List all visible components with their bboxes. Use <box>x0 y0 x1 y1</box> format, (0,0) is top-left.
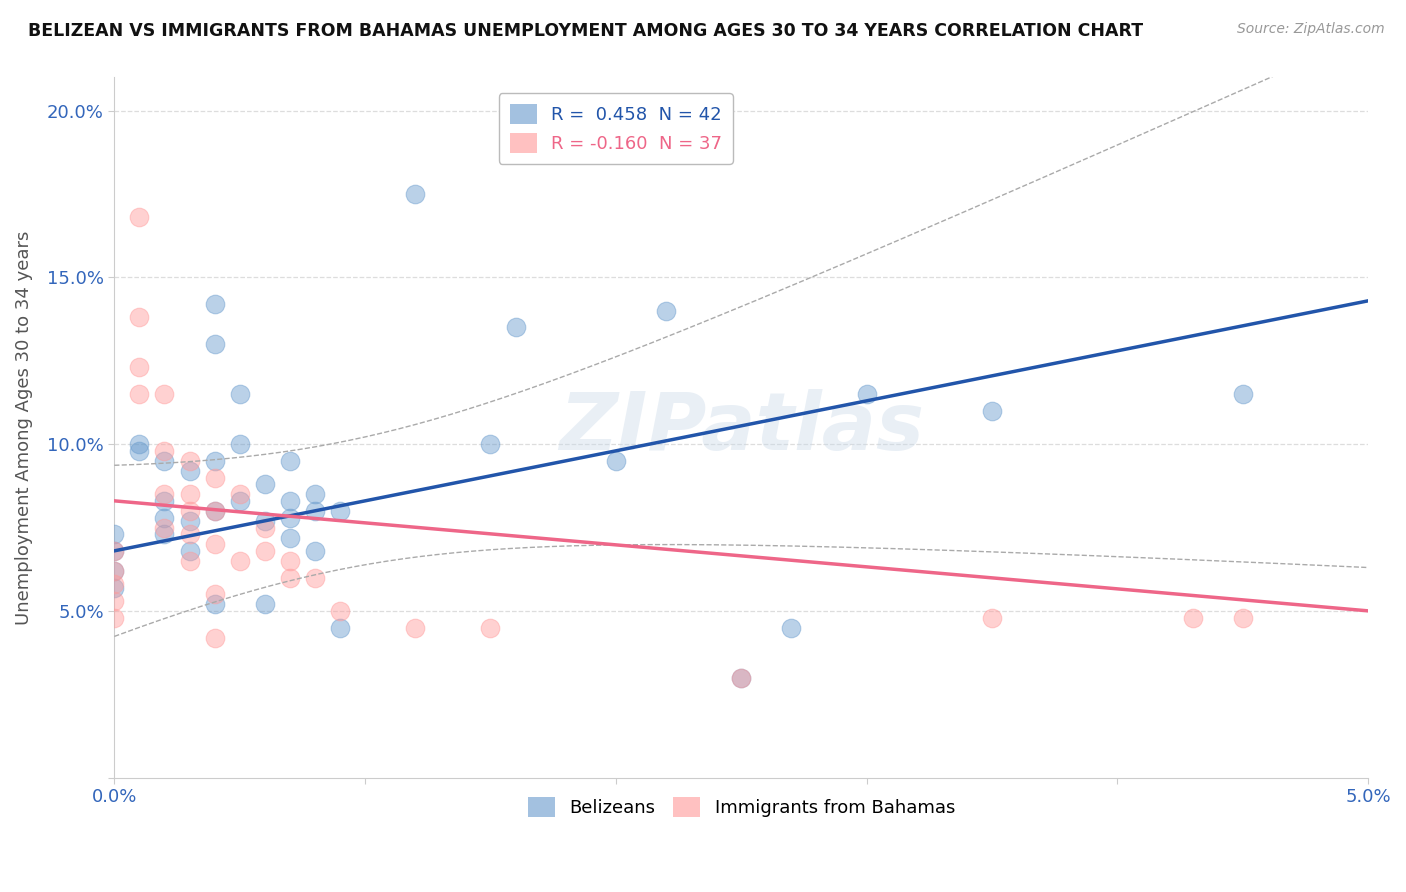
Point <box>228 437 250 451</box>
Point <box>153 443 176 458</box>
Point <box>981 610 1004 624</box>
Point <box>228 487 250 501</box>
Point <box>179 504 201 518</box>
Point <box>505 320 527 334</box>
Point <box>179 454 201 468</box>
Text: BELIZEAN VS IMMIGRANTS FROM BAHAMAS UNEMPLOYMENT AMONG AGES 30 TO 34 YEARS CORRE: BELIZEAN VS IMMIGRANTS FROM BAHAMAS UNEM… <box>28 22 1143 40</box>
Point <box>179 554 201 568</box>
Point <box>204 631 226 645</box>
Point <box>204 470 226 484</box>
Point <box>730 671 752 685</box>
Point <box>228 493 250 508</box>
Point <box>204 587 226 601</box>
Point <box>278 510 301 524</box>
Point <box>304 544 326 558</box>
Point <box>153 487 176 501</box>
Point <box>304 570 326 584</box>
Point <box>103 544 125 558</box>
Point <box>855 387 877 401</box>
Point <box>204 537 226 551</box>
Point <box>278 531 301 545</box>
Point <box>204 597 226 611</box>
Point <box>981 404 1004 418</box>
Point <box>1232 387 1254 401</box>
Point <box>253 520 276 534</box>
Point <box>278 454 301 468</box>
Point <box>179 527 201 541</box>
Point <box>479 621 502 635</box>
Point <box>1232 610 1254 624</box>
Text: ZIPatlas: ZIPatlas <box>558 389 924 467</box>
Point <box>103 564 125 578</box>
Point <box>103 581 125 595</box>
Point <box>153 527 176 541</box>
Point <box>179 514 201 528</box>
Point <box>179 487 201 501</box>
Point <box>655 303 678 318</box>
Point <box>404 621 426 635</box>
Point <box>128 443 150 458</box>
Point <box>204 504 226 518</box>
Point <box>128 387 150 401</box>
Point <box>153 454 176 468</box>
Point <box>128 310 150 325</box>
Point <box>204 454 226 468</box>
Point <box>329 604 352 618</box>
Point <box>103 577 125 591</box>
Point <box>253 597 276 611</box>
Point <box>329 504 352 518</box>
Point <box>179 544 201 558</box>
Point <box>404 187 426 202</box>
Point <box>103 527 125 541</box>
Point <box>103 564 125 578</box>
Point <box>204 297 226 311</box>
Y-axis label: Unemployment Among Ages 30 to 34 years: Unemployment Among Ages 30 to 34 years <box>15 230 32 624</box>
Point <box>204 504 226 518</box>
Point <box>253 514 276 528</box>
Point <box>605 454 627 468</box>
Point <box>1181 610 1204 624</box>
Point <box>128 437 150 451</box>
Point <box>278 554 301 568</box>
Text: Source: ZipAtlas.com: Source: ZipAtlas.com <box>1237 22 1385 37</box>
Point <box>329 621 352 635</box>
Point <box>228 554 250 568</box>
Point <box>278 570 301 584</box>
Point <box>179 464 201 478</box>
Point <box>204 337 226 351</box>
Legend: Belizeans, Immigrants from Bahamas: Belizeans, Immigrants from Bahamas <box>520 790 962 824</box>
Point <box>153 520 176 534</box>
Point <box>153 387 176 401</box>
Point <box>304 504 326 518</box>
Point <box>153 510 176 524</box>
Point <box>103 594 125 608</box>
Point <box>153 493 176 508</box>
Point <box>304 487 326 501</box>
Point <box>278 493 301 508</box>
Point <box>479 437 502 451</box>
Point <box>228 387 250 401</box>
Point <box>730 671 752 685</box>
Point <box>253 544 276 558</box>
Point <box>780 621 803 635</box>
Point <box>128 211 150 225</box>
Point <box>253 477 276 491</box>
Point <box>103 610 125 624</box>
Point <box>128 360 150 375</box>
Point <box>103 544 125 558</box>
